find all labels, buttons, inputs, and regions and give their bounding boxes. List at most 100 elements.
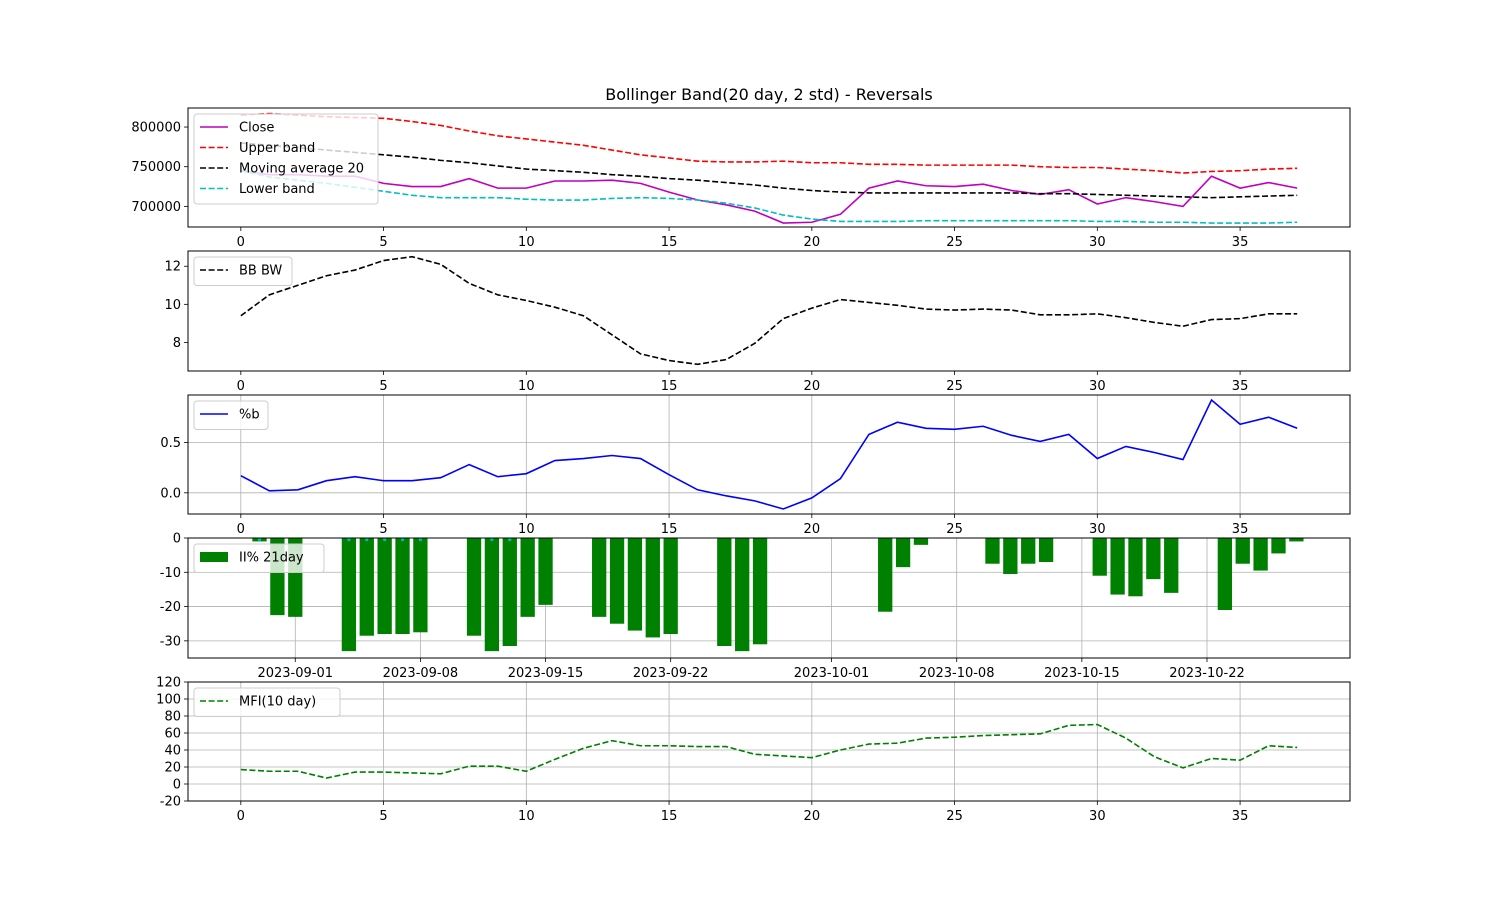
x-tick-label: 5 — [379, 379, 387, 394]
bar-2023-10-12 — [1021, 538, 1036, 564]
bar-2023-09-13 — [502, 538, 517, 646]
x-tick-label: 2023-09-08 — [383, 666, 459, 681]
bar-2023-09-18 — [592, 538, 607, 617]
x-tick-label: 20 — [804, 809, 821, 824]
y-tick-label: -30 — [160, 634, 181, 649]
bar-2023-10-17 — [1110, 538, 1125, 595]
x-tick-label: 25 — [946, 522, 963, 537]
legend: II% 21day — [193, 543, 325, 573]
x-tick-label: 5 — [379, 235, 387, 250]
legend-label: MFI(10 day) — [239, 695, 316, 710]
bar-2023-10-20 — [1164, 538, 1179, 593]
x-tick-label: 10 — [518, 522, 535, 537]
x-tick-label: 15 — [661, 235, 678, 250]
legend-label: Moving average 20 — [239, 162, 364, 177]
bar-2023-09-27 — [752, 538, 768, 645]
bar-2023-10-11 — [1003, 538, 1018, 574]
bar-2023-10-16 — [1092, 538, 1107, 576]
y-tick-label: 0 — [173, 532, 181, 547]
legend-label: %b — [239, 408, 260, 423]
series-line--b — [240, 398, 1298, 510]
x-tick-label: 35 — [1232, 522, 1249, 537]
panel-mfi: 0 5 10 15 20 25 30 35 -20 0 20 40 60 80 100 120 MFI(10 d… — [156, 676, 1351, 824]
y-tick-label: 20 — [164, 761, 181, 776]
axes-frame — [187, 394, 1351, 515]
bar-2023-09-08 — [413, 538, 428, 633]
legend: MFI(10 day) — [193, 687, 341, 717]
y-tick-label: 60 — [164, 727, 181, 742]
x-tick-label: 10 — [518, 809, 535, 824]
legend-box — [193, 543, 325, 573]
bar-2023-09-07 — [395, 538, 410, 634]
x-tick-label: 0 — [237, 809, 245, 824]
y-tick-label: 12 — [164, 260, 181, 275]
baseline-marker — [418, 537, 422, 542]
x-tick-label: 25 — [946, 809, 963, 824]
x-tick-label: 2023-10-08 — [919, 666, 995, 681]
legend-box — [193, 687, 341, 717]
x-tick-label: 15 — [661, 809, 678, 824]
figure-title: Bollinger Band(20 day, 2 std) - Reversal… — [605, 85, 933, 104]
panel-bbw: 0 5 10 15 20 25 30 35 8 10 12 BB BW — [164, 250, 1351, 394]
x-tick-label: 2023-10-01 — [794, 666, 870, 681]
x-tick-label: 35 — [1232, 235, 1249, 250]
x-tick-label: 25 — [946, 235, 963, 250]
y-tick-label: 700000 — [131, 200, 181, 215]
legend-box — [193, 256, 293, 286]
bar-2023-09-12 — [484, 538, 500, 652]
y-tick-label: 0 — [173, 778, 181, 793]
axes-frame — [187, 107, 1351, 228]
series-line-close — [240, 169, 1298, 224]
bar-2023-10-13 — [1038, 538, 1054, 562]
panel-bollinger: 0 5 10 15 20 25 30 35 700000 750000 800000 Close Upp… — [131, 107, 1351, 250]
y-tick-label: 10 — [164, 298, 181, 313]
y-tick-label: -20 — [160, 795, 181, 810]
bar-2023-10-18 — [1128, 538, 1143, 597]
bar-2023-10-04 — [878, 538, 893, 612]
bar-2023-09-21 — [645, 538, 660, 638]
x-tick-label: 10 — [518, 379, 535, 394]
x-tick-label: 2023-09-15 — [508, 666, 584, 681]
x-tick-label: 35 — [1232, 379, 1249, 394]
baseline-marker — [365, 537, 369, 542]
x-tick-label: 10 — [518, 235, 535, 250]
baseline-marker — [383, 537, 387, 542]
bar-2023-10-25 — [1253, 538, 1268, 571]
series-line-mfi-10-day- — [240, 723, 1298, 779]
series-line-lower-band — [240, 169, 1298, 224]
baseline-marker — [257, 537, 262, 542]
x-tick-label: 2023-09-01 — [257, 666, 333, 681]
x-tick-label: 15 — [661, 379, 678, 394]
baseline-marker — [508, 537, 512, 542]
legend: BB BW — [193, 256, 293, 286]
y-tick-label: 40 — [164, 744, 181, 759]
x-tick-label: 0 — [237, 235, 245, 250]
x-tick-label: 5 — [379, 809, 387, 824]
panel-percent-b: 0 5 10 15 20 25 30 35 0.0 0.5 %b — [160, 394, 1351, 537]
x-tick-label: 35 — [1232, 809, 1249, 824]
x-tick-label: 15 — [661, 522, 678, 537]
bar-2023-09-05 — [359, 538, 374, 636]
bar-2023-09-04 — [341, 538, 357, 652]
y-tick-label: 800000 — [131, 121, 181, 136]
x-tick-label: 0 — [237, 522, 245, 537]
axes-frame — [187, 250, 1351, 372]
legend-box — [193, 400, 269, 430]
bar-2023-10-10 — [985, 538, 1000, 564]
x-tick-label: 5 — [379, 522, 387, 537]
axes-frame — [187, 681, 1351, 802]
baseline-marker — [347, 537, 351, 542]
y-tick-label: -20 — [160, 600, 181, 615]
y-tick-label: 0.0 — [160, 486, 181, 501]
bar-2023-09-20 — [627, 538, 643, 631]
x-tick-label: 20 — [804, 235, 821, 250]
bar-2023-10-06 — [913, 538, 929, 545]
bar-2023-10-26 — [1271, 538, 1286, 554]
x-tick-label: 30 — [1089, 235, 1106, 250]
x-tick-label: 30 — [1089, 809, 1106, 824]
legend-label: Lower band — [239, 182, 315, 197]
bar-2023-09-14 — [520, 538, 535, 617]
x-tick-label: 30 — [1089, 522, 1106, 537]
